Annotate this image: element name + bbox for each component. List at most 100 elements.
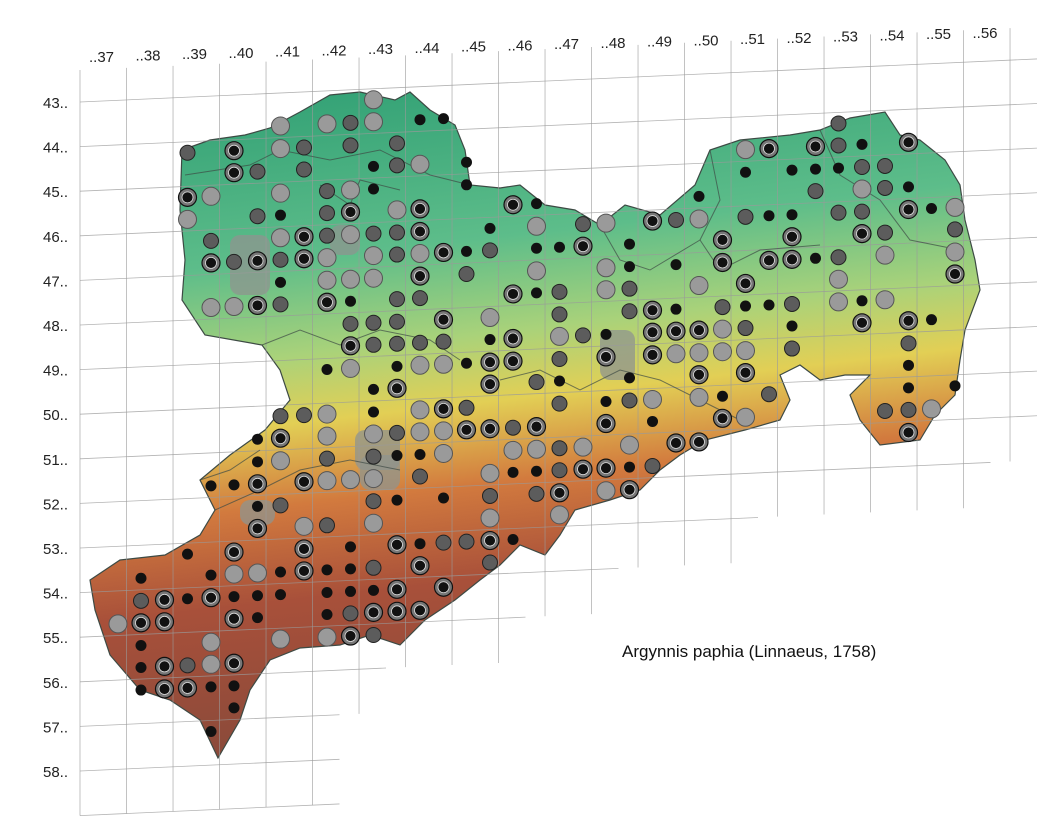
record-old-dot xyxy=(829,292,848,312)
record-medium-dot xyxy=(482,487,498,504)
record-recent-dot xyxy=(763,299,775,311)
record-old-dot xyxy=(410,244,430,263)
record-dot-inner xyxy=(251,254,264,267)
record-old-dot xyxy=(341,358,360,378)
record-medium-dot xyxy=(458,266,475,283)
record-recent-dot xyxy=(763,210,775,222)
species-name: Argynnis paphia (Linnaeus, 1758) xyxy=(622,642,877,661)
record-dot-inner xyxy=(158,660,171,673)
record-dot-inner xyxy=(181,682,194,694)
record-dot-inner xyxy=(321,296,333,309)
record-old-dot xyxy=(341,470,360,490)
record-old-dot xyxy=(527,216,546,236)
record-old-dot xyxy=(550,326,569,346)
record-old-dot xyxy=(875,290,895,310)
record-dot-inner xyxy=(205,591,217,604)
record-old-dot xyxy=(271,116,290,136)
record-old-dot xyxy=(364,112,383,132)
record-old-dot xyxy=(364,513,383,533)
record-recent-dot xyxy=(926,314,937,326)
column-label: ..54 xyxy=(880,27,905,44)
row-label: 45.. xyxy=(43,184,68,201)
record-dot-inner xyxy=(646,348,659,361)
record-medium-dot xyxy=(296,139,312,156)
record-dot-inner xyxy=(414,225,426,238)
record-recent-dot xyxy=(321,586,333,598)
record-recent-dot xyxy=(670,303,682,315)
record-recent-dot xyxy=(531,465,542,477)
record-recent-dot xyxy=(554,241,565,253)
record-old-dot xyxy=(666,344,686,364)
record-old-dot xyxy=(387,200,407,220)
record-recent-dot xyxy=(391,360,403,372)
column-label: ..55 xyxy=(926,26,951,43)
record-recent-dot xyxy=(856,295,868,307)
record-recent-dot xyxy=(252,456,263,468)
record-recent-dot xyxy=(345,295,356,307)
record-old-dot xyxy=(271,228,290,248)
record-old-dot xyxy=(364,90,383,110)
record-recent-dot xyxy=(228,591,240,603)
record-recent-dot xyxy=(786,320,798,332)
record-dot-inner xyxy=(344,206,357,218)
column-label: ..40 xyxy=(229,45,254,62)
record-dot-inner xyxy=(298,230,310,243)
record-dot-inner xyxy=(856,227,868,240)
record-old-dot xyxy=(317,627,337,647)
record-medium-dot xyxy=(365,493,382,510)
record-old-dot xyxy=(271,139,290,159)
record-medium-dot xyxy=(714,299,731,316)
row-label: 44.. xyxy=(43,140,68,157)
record-medium-dot xyxy=(389,424,405,441)
record-medium-dot xyxy=(830,204,847,221)
record-dot-inner xyxy=(856,316,868,329)
record-dot-inner xyxy=(298,475,310,488)
record-recent-dot xyxy=(182,548,193,560)
record-medium-dot xyxy=(342,605,359,622)
record-dot-inner xyxy=(530,420,543,433)
record-medium-dot xyxy=(784,295,800,312)
record-old-dot xyxy=(410,422,430,442)
record-old-dot xyxy=(852,179,872,199)
record-dot-inner xyxy=(228,166,240,179)
record-dot-inner xyxy=(228,657,240,670)
record-old-dot xyxy=(201,654,221,674)
record-medium-dot xyxy=(551,351,568,368)
record-recent-dot xyxy=(786,209,798,221)
record-medium-dot xyxy=(877,157,893,174)
record-dot-inner xyxy=(414,202,426,215)
record-medium-dot xyxy=(342,114,359,131)
record-recent-dot xyxy=(345,585,356,597)
record-medium-dot xyxy=(621,280,638,297)
record-dot-inner xyxy=(577,240,589,253)
record-medium-dot xyxy=(412,290,428,307)
record-recent-dot xyxy=(600,396,612,408)
record-medium-dot xyxy=(575,216,591,233)
column-label: ..51 xyxy=(740,31,765,48)
record-recent-dot xyxy=(461,179,472,191)
record-recent-dot xyxy=(252,433,263,445)
column-label: ..37 xyxy=(89,49,114,66)
record-medium-dot xyxy=(830,115,847,132)
record-medium-dot xyxy=(365,626,382,643)
record-medium-dot xyxy=(877,179,893,196)
record-dot-inner xyxy=(507,198,519,211)
record-old-dot xyxy=(364,424,383,444)
record-recent-dot xyxy=(368,406,379,418)
record-medium-dot xyxy=(365,559,382,576)
record-medium-dot xyxy=(319,517,335,534)
record-old-dot xyxy=(271,183,290,203)
record-medium-dot xyxy=(389,335,405,352)
record-medium-dot xyxy=(621,392,638,409)
record-medium-dot xyxy=(389,313,405,330)
record-dot-inner xyxy=(228,144,240,157)
record-medium-dot xyxy=(179,144,196,161)
record-dot-inner xyxy=(786,230,798,243)
record-recent-dot xyxy=(740,300,751,312)
column-label: ..38 xyxy=(136,48,161,65)
record-recent-dot xyxy=(856,138,868,150)
record-recent-dot xyxy=(205,480,217,492)
record-recent-dot xyxy=(903,359,914,371)
record-old-dot xyxy=(503,440,523,460)
record-medium-dot xyxy=(807,183,824,200)
